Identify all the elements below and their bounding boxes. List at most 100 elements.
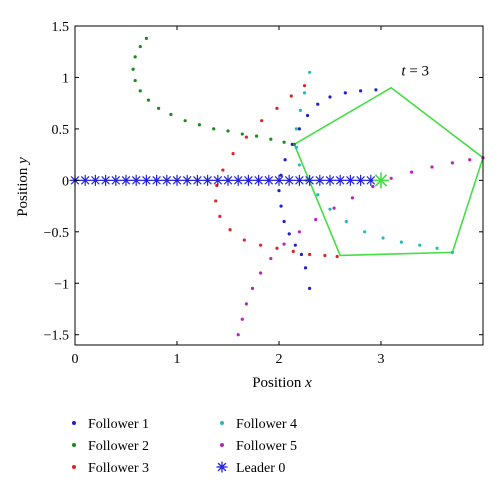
- leader-point: [79, 174, 91, 186]
- leader-final-point: [373, 172, 389, 189]
- data-point: [374, 88, 378, 92]
- data-point: [332, 206, 336, 210]
- leader-point: [253, 174, 265, 186]
- data-point: [305, 113, 310, 118]
- legend-marker-star: [216, 461, 228, 473]
- data-point: [302, 91, 307, 95]
- data-point: [302, 84, 307, 88]
- data-point: [287, 232, 291, 236]
- data-point: [260, 119, 264, 123]
- leader-point: [314, 174, 326, 186]
- leader-point: [100, 174, 112, 186]
- data-point: [328, 207, 332, 211]
- leader-point: [324, 174, 336, 186]
- y-tick-label: 0.5: [52, 123, 70, 138]
- leader-point: [202, 174, 214, 186]
- leader-point: [191, 174, 203, 186]
- data-point: [226, 129, 230, 133]
- series-follower-2: [131, 36, 296, 146]
- data-point: [399, 240, 403, 244]
- legend-label: Leader 0: [236, 461, 285, 476]
- y-tick-label: 0: [62, 174, 69, 189]
- formation-polygon: [293, 86, 484, 257]
- data-point: [292, 142, 296, 146]
- leader-point: [242, 174, 254, 186]
- plot-area: t = 3: [69, 36, 485, 337]
- leader-point: [232, 174, 244, 186]
- legend: Follower 1 Follower 4 Follower 2 Follower 5…: [72, 417, 297, 476]
- data-point: [435, 246, 439, 250]
- y-axis-label: Position y: [15, 157, 31, 217]
- leader-point: [355, 174, 367, 186]
- leader-point: [120, 174, 132, 186]
- data-point: [138, 89, 142, 93]
- data-point: [214, 199, 218, 203]
- leader-point: [130, 174, 142, 186]
- data-point: [259, 243, 263, 247]
- data-point: [344, 219, 348, 224]
- data-point: [363, 230, 367, 234]
- data-point: [289, 94, 293, 98]
- x-tick-label: 2: [276, 352, 283, 367]
- leader-point: [89, 174, 101, 186]
- leader-point: [161, 174, 173, 186]
- legend-item-leader-0: Leader 0: [216, 461, 285, 476]
- leader-point: [365, 174, 377, 186]
- data-point: [308, 70, 312, 74]
- data-point: [450, 161, 454, 165]
- data-point: [430, 165, 434, 169]
- data-point: [231, 152, 235, 156]
- data-point: [297, 127, 301, 131]
- data-point: [294, 127, 298, 131]
- legend-item-follower-2: Follower 2: [72, 439, 149, 454]
- data-point: [297, 163, 301, 167]
- data-point: [183, 119, 187, 123]
- data-point: [279, 204, 283, 208]
- data-point: [197, 123, 202, 127]
- data-point: [240, 317, 244, 321]
- data-point: [221, 168, 225, 172]
- data-point: [282, 140, 286, 144]
- data-point: [277, 189, 281, 193]
- leader-point: [212, 174, 224, 186]
- series-follower-1: [277, 88, 378, 291]
- x-axis-label: Position x: [252, 375, 312, 391]
- data-point: [316, 102, 320, 106]
- data-point: [291, 249, 295, 253]
- y-tick-label: −1: [54, 277, 69, 292]
- leader-point: [151, 174, 163, 186]
- data-point: [169, 112, 173, 117]
- data-point: [335, 254, 339, 259]
- series-leader-0: [69, 174, 377, 186]
- data-point: [133, 78, 137, 83]
- leader-point: [181, 174, 193, 186]
- data-point: [468, 158, 472, 162]
- y-tick-label: 1.5: [52, 20, 70, 35]
- legend-item-follower-1: Follower 1: [72, 417, 149, 432]
- data-point: [250, 286, 255, 291]
- data-point: [308, 252, 312, 257]
- data-point: [269, 137, 273, 141]
- x-tick-label: 0: [72, 352, 79, 367]
- data-point: [236, 333, 240, 337]
- legend-item-follower-3: Follower 3: [72, 461, 149, 476]
- data-point: [275, 246, 279, 250]
- data-point: [240, 132, 244, 136]
- annotation-var: t: [401, 63, 406, 79]
- data-point: [350, 196, 355, 200]
- legend-marker-dot: [220, 443, 224, 447]
- y-tick-label: −1.5: [44, 329, 69, 344]
- leader-point: [293, 174, 305, 186]
- data-point: [410, 170, 414, 174]
- data-point: [138, 44, 142, 49]
- data-point: [269, 256, 273, 261]
- data-point: [297, 230, 301, 234]
- data-point: [259, 271, 263, 275]
- data-point: [343, 91, 347, 95]
- leader-point: [171, 174, 183, 186]
- data-point: [131, 67, 135, 71]
- data-point: [389, 176, 393, 180]
- data-point: [418, 243, 422, 247]
- leader-point: [344, 174, 356, 186]
